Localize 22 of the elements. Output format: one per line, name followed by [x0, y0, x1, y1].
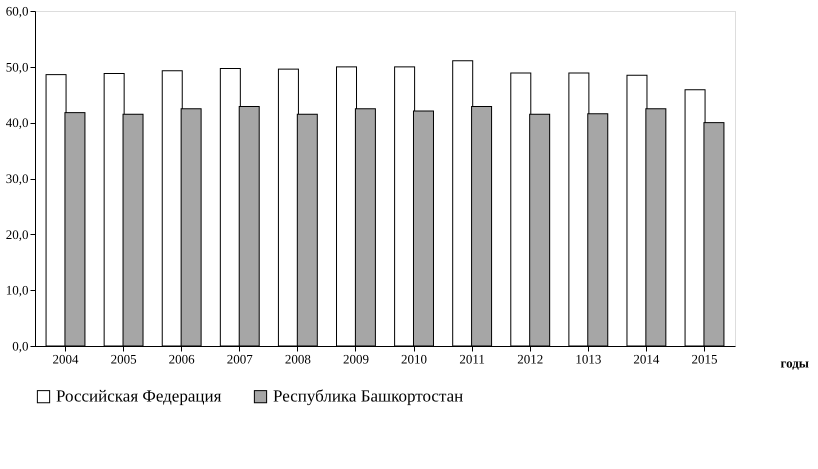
- x-tick-label: 2005: [110, 352, 137, 366]
- y-tick-label: 40,0: [6, 115, 28, 130]
- x-tick-label: 2008: [284, 352, 311, 366]
- y-tick-label: 50,0: [6, 59, 28, 74]
- x-tick-label: 2009: [342, 352, 369, 366]
- x-tick-label: 2011: [459, 352, 485, 366]
- y-tick-label: 0,0: [12, 338, 28, 354]
- x-tick-label: 2007: [226, 352, 254, 366]
- x-tick-label: 2010: [401, 352, 428, 366]
- legend-label: Республика Башкортостан: [273, 386, 464, 406]
- x-tick-label: 2006: [168, 352, 196, 366]
- x-tick-label: 1013: [575, 352, 602, 366]
- y-tick-label: 20,0: [6, 226, 28, 242]
- x-tick-label: 2012: [517, 352, 544, 366]
- y-tick-label: 10,0: [6, 282, 28, 298]
- y-tick-label: 60,0: [6, 4, 28, 18]
- x-tick-label: 2015: [692, 352, 718, 366]
- legend-label: Российская Федерация: [56, 386, 222, 406]
- y-tick-label: 30,0: [6, 171, 28, 186]
- x-axis-title: годы: [780, 356, 809, 370]
- x-tick-label: 2004: [52, 352, 79, 366]
- x-tick-label: 2014: [633, 352, 660, 366]
